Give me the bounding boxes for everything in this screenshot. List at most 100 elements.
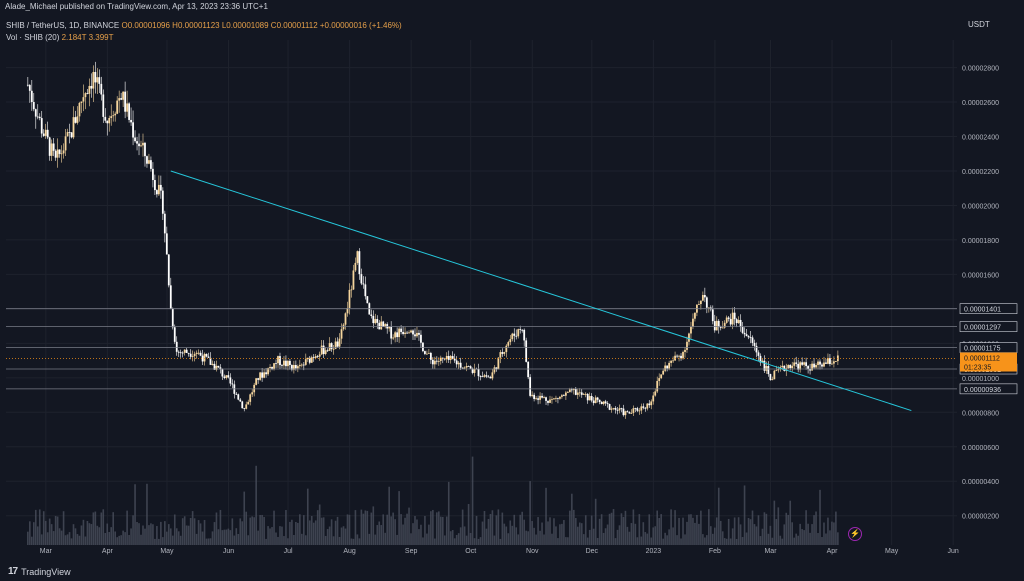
y-axis[interactable]: 0.00002800 0.00002600 0.00002400 0.00002200… <box>962 66 999 521</box>
volume-bar <box>299 514 301 545</box>
volume-bar <box>249 517 252 545</box>
candle-body <box>626 411 629 413</box>
candle-body <box>531 394 534 396</box>
volume-bar <box>739 524 742 545</box>
volume-bar <box>414 516 416 545</box>
candle-body <box>429 352 432 360</box>
candle-body <box>580 392 583 395</box>
candle-body <box>398 328 401 338</box>
volume-bar <box>610 512 613 545</box>
x-axis[interactable]: Mar Apr May Jun Jul Aug Sep Oct Nov Dec 2023 Feb Mar… <box>40 548 959 555</box>
replay-icon[interactable]: ⚡ <box>848 527 862 541</box>
volume-bar <box>310 515 313 545</box>
candle-body <box>362 283 365 285</box>
volume-bar <box>402 524 404 545</box>
volume-bar <box>128 534 130 545</box>
candle-body <box>181 352 184 354</box>
candle-body <box>136 141 138 144</box>
volume-bar <box>819 489 821 545</box>
candle-body <box>285 360 287 367</box>
candle-body <box>144 142 146 157</box>
volume-bar <box>245 511 248 545</box>
volume-bar <box>807 523 809 545</box>
candle-body <box>584 393 587 395</box>
volume-bar <box>320 517 323 545</box>
candle-body <box>328 343 331 351</box>
volume-bar <box>304 535 307 545</box>
volume-bar <box>648 514 651 545</box>
candle-body <box>376 319 379 323</box>
candle-body <box>618 408 621 411</box>
volume-bar <box>285 509 287 545</box>
candle-body <box>662 370 665 375</box>
candle-body <box>813 363 815 368</box>
volume-bar <box>164 521 166 545</box>
candle-body <box>529 377 532 396</box>
volume-bar <box>557 538 559 545</box>
candle-body <box>82 97 85 102</box>
candle-body <box>277 356 279 364</box>
tradingview-logo[interactable]: 17 TradingView <box>8 566 71 577</box>
volume-bar <box>835 511 837 545</box>
volume-bar <box>708 509 710 545</box>
candle-body <box>753 342 756 346</box>
candle-body <box>574 388 577 395</box>
volume-bar <box>354 510 357 545</box>
volume-bar <box>255 465 257 545</box>
volume-bar <box>638 514 641 545</box>
candle-body <box>553 398 555 400</box>
candle-body <box>570 389 573 391</box>
volume-bar <box>519 514 522 545</box>
volume-bar <box>70 538 73 545</box>
candle-body <box>697 304 700 305</box>
volume-bar <box>594 498 597 545</box>
volume-bar <box>350 538 353 545</box>
candle-body <box>412 330 414 335</box>
candle-body <box>374 319 377 324</box>
volume-bar <box>632 509 635 545</box>
volume-bar <box>837 532 839 545</box>
volume-bar <box>590 515 593 545</box>
volume-bar <box>513 514 516 545</box>
volume-bar <box>195 533 198 545</box>
candle-body <box>263 372 266 378</box>
volume-bar <box>330 519 333 545</box>
candle-body <box>825 362 827 364</box>
volume-bar <box>199 523 202 545</box>
volume-bar <box>576 526 579 545</box>
countdown-label: 01:23:35 <box>964 365 991 372</box>
volume-bar <box>334 520 337 545</box>
volume-bar <box>189 517 192 545</box>
volume-bar <box>283 536 285 545</box>
volume-bar <box>688 514 690 545</box>
volume-bar <box>823 522 825 545</box>
candle-body <box>257 378 260 380</box>
candle-body <box>566 392 569 393</box>
volume-bar <box>362 513 365 545</box>
volume-bar <box>60 530 63 545</box>
volume-bar <box>84 536 87 545</box>
volume-bar <box>96 525 99 545</box>
volume-bar <box>650 537 653 545</box>
candle-body <box>745 334 748 337</box>
candle-body <box>408 332 410 334</box>
volume-bar <box>672 527 674 545</box>
candle-body <box>664 365 667 371</box>
candle-body <box>185 349 188 353</box>
candle-body <box>74 117 77 123</box>
candle-body <box>350 289 353 291</box>
candle-body <box>564 392 567 396</box>
candle-body <box>68 132 71 133</box>
volume-bar <box>586 537 589 545</box>
volume-bar <box>509 520 512 545</box>
candle-body <box>511 333 514 340</box>
volume-bar <box>410 533 412 545</box>
volume-bar <box>825 533 827 545</box>
volume-bar <box>36 526 39 545</box>
volume-bar <box>412 523 414 545</box>
candle-body <box>630 412 633 414</box>
candle-body <box>326 350 329 352</box>
volume-bar <box>438 511 440 545</box>
volume-bar <box>821 537 823 545</box>
